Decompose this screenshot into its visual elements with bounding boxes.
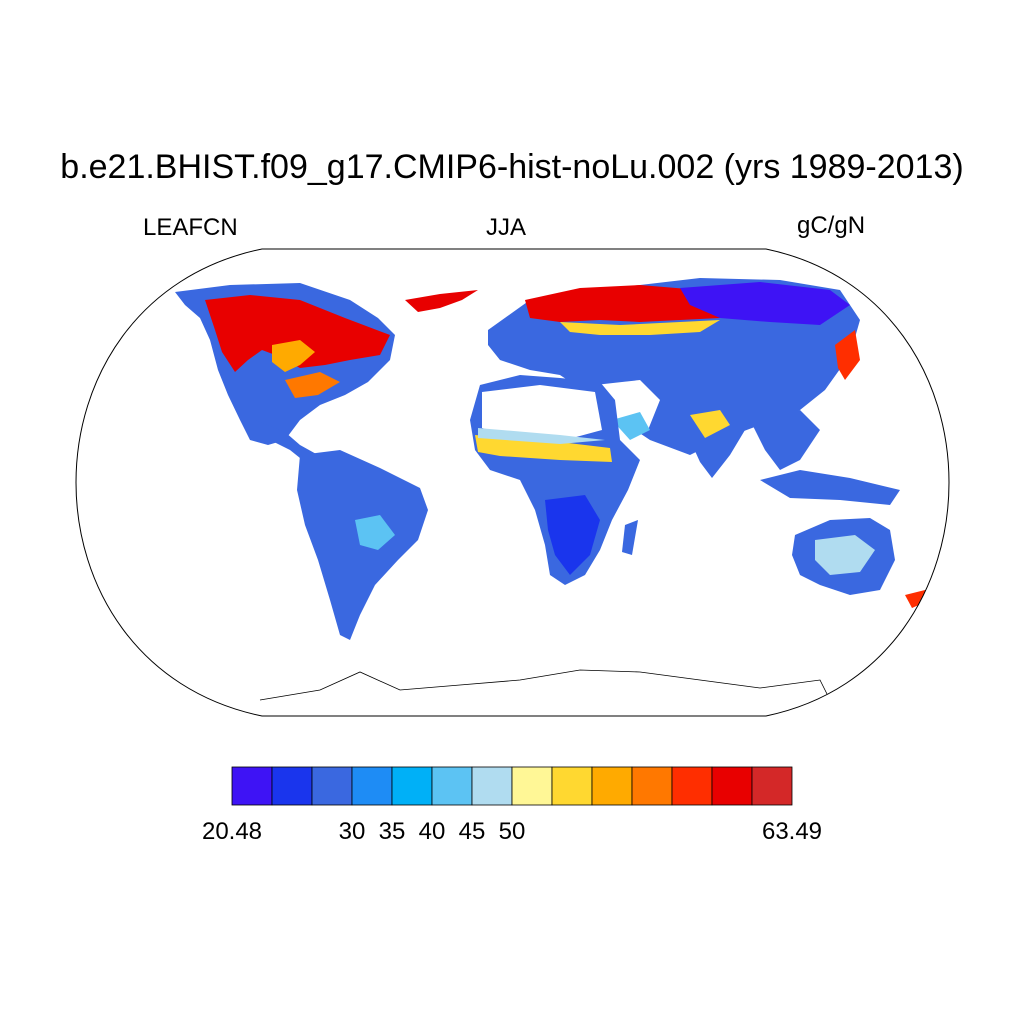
- indonesia: [760, 470, 900, 505]
- colorbar-swatch: [751, 766, 793, 806]
- india-yellow: [690, 410, 730, 438]
- sahel-yellow: [475, 435, 612, 462]
- map-border: [75, 248, 950, 717]
- north-america-high: [205, 295, 390, 372]
- units-label: gC/gN: [797, 212, 866, 239]
- arabia-rim: [612, 412, 650, 440]
- colorbar-tick-label: 40: [418, 818, 446, 845]
- colorbar-swatch: [231, 766, 273, 806]
- eurasia-yellow: [560, 320, 720, 335]
- colorbar-swatch: [271, 766, 313, 806]
- colorbar-swatch: [591, 766, 633, 806]
- japan: [835, 330, 860, 380]
- eurasia: [488, 278, 860, 455]
- colorbar-swatch: [431, 766, 473, 806]
- south-america-light: [355, 515, 395, 550]
- colorbar-tick-label: 45: [458, 818, 486, 845]
- colorbar-swatch: [631, 766, 673, 806]
- antarctica-coast: [259, 669, 831, 701]
- colorbar-tick-label: 20.48: [201, 818, 263, 845]
- colorbar-swatch: [351, 766, 393, 806]
- sahel-light: [478, 428, 605, 444]
- colorbar-swatch: [711, 766, 753, 806]
- land-field: [175, 278, 930, 701]
- colorbar-tick-label: 50: [498, 818, 526, 845]
- colorbar-tick-label: 35: [378, 818, 406, 845]
- central-africa-dark: [545, 495, 600, 575]
- north-america-mid: [272, 340, 315, 372]
- colorbar-swatch: [671, 766, 713, 806]
- siberia-east: [680, 282, 850, 325]
- colorbar-swatch: [311, 766, 353, 806]
- colorbar-swatch: [471, 766, 513, 806]
- season-label: JJA: [486, 214, 527, 241]
- india: [680, 415, 745, 478]
- colorbar-swatch: [551, 766, 593, 806]
- greenland-coast: [405, 290, 478, 312]
- southeast-asia: [750, 410, 820, 470]
- colorbar-swatch: [391, 766, 433, 806]
- variable-label: LEAFCN: [143, 214, 238, 241]
- siberia-high: [525, 285, 730, 322]
- colorbar-swatch: [511, 766, 553, 806]
- colorbar-tick-label: 63.49: [761, 818, 823, 845]
- colorbar-tick-label: 30: [338, 818, 366, 845]
- australia-light: [815, 535, 875, 575]
- plot-title: b.e21.BHIST.f09_g17.CMIP6-hist-noLu.002 …: [60, 148, 964, 186]
- north-america-orange: [285, 372, 340, 398]
- central-america: [255, 420, 322, 465]
- madagascar: [622, 520, 638, 555]
- sahara: [482, 385, 602, 440]
